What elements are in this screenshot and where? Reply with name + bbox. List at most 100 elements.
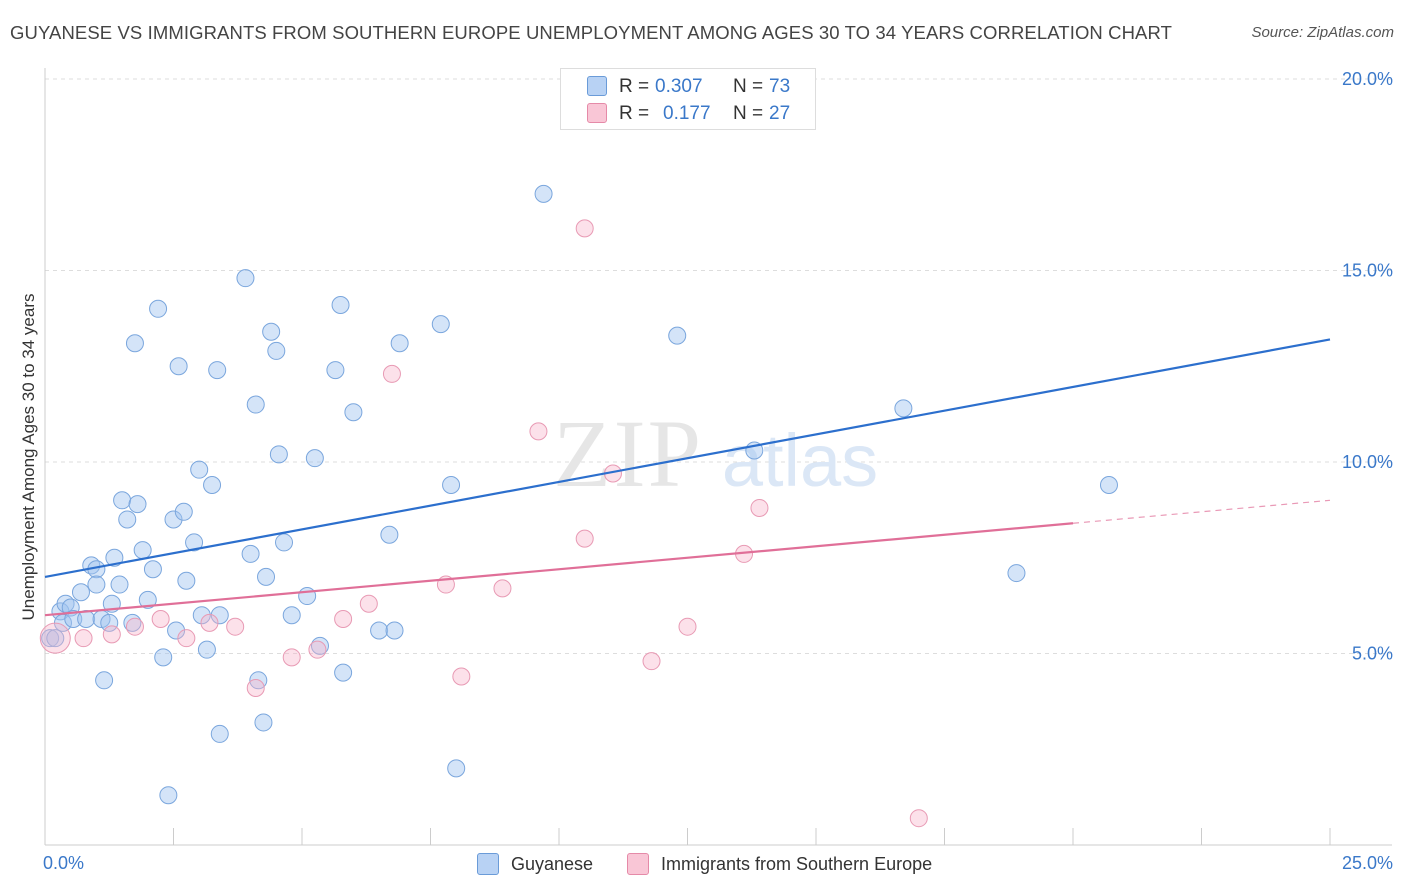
data-point-guyanese xyxy=(668,326,687,345)
data-point-southern-europe xyxy=(125,617,144,636)
data-point-southern-europe xyxy=(529,422,548,441)
data-point-guyanese xyxy=(262,322,281,341)
legend-n-label: N = xyxy=(733,76,764,97)
x-tick-label: 25.0% xyxy=(1342,853,1393,873)
data-point-guyanese xyxy=(185,533,204,552)
data-point-guyanese xyxy=(447,759,466,778)
data-point-southern-europe xyxy=(678,617,697,636)
y-tick-label: 5.0% xyxy=(1352,644,1393,664)
data-point-guyanese xyxy=(431,315,450,334)
data-point-guyanese xyxy=(190,460,209,479)
data-point-guyanese xyxy=(894,399,913,418)
chart-title: GUYANESE VS IMMIGRANTS FROM SOUTHERN EUR… xyxy=(10,22,1173,43)
data-point-guyanese xyxy=(174,502,193,521)
data-point-southern-europe xyxy=(493,579,512,598)
data-point-guyanese xyxy=(344,403,363,422)
data-point-guyanese xyxy=(236,269,255,288)
legend-r-value-guyanese: 0.307 xyxy=(655,76,703,97)
data-point-guyanese xyxy=(254,713,273,732)
data-point-southern-europe xyxy=(200,613,219,632)
data-point-guyanese xyxy=(331,295,350,314)
data-point-guyanese xyxy=(380,525,399,544)
data-point-guyanese xyxy=(197,640,216,659)
data-point-guyanese xyxy=(241,544,260,563)
data-point-guyanese xyxy=(133,541,152,560)
y-tick-label: 10.0% xyxy=(1342,452,1393,472)
data-point-guyanese xyxy=(246,395,265,414)
data-point-guyanese xyxy=(164,510,183,529)
trend-line-guyanese xyxy=(44,338,1331,578)
data-point-southern-europe xyxy=(74,629,93,648)
data-point-guyanese xyxy=(208,361,227,380)
data-point-guyanese xyxy=(305,449,324,468)
y-tick-label: 15.0% xyxy=(1342,261,1393,281)
legend-r-value-southern-europe: 0.177 xyxy=(663,103,711,124)
trend-line-southern-europe xyxy=(44,522,1074,617)
data-point-southern-europe xyxy=(177,629,196,648)
data-point-southern-europe xyxy=(246,678,265,697)
data-point-guyanese xyxy=(390,334,409,353)
data-point-guyanese xyxy=(442,475,461,494)
legend-swatch-guyanese xyxy=(587,76,607,96)
data-point-guyanese xyxy=(95,671,114,690)
data-point-guyanese xyxy=(269,445,288,464)
data-point-guyanese xyxy=(149,299,168,318)
watermark-atlas: atlas xyxy=(722,419,878,502)
data-point-southern-europe xyxy=(39,622,71,654)
gridlines xyxy=(45,78,1392,654)
legend-r-label: R = xyxy=(619,103,650,124)
data-point-guyanese xyxy=(210,606,229,625)
data-point-guyanese xyxy=(298,587,317,606)
data-point-guyanese xyxy=(105,548,124,567)
data-point-guyanese xyxy=(154,648,173,667)
data-point-guyanese xyxy=(125,334,144,353)
data-point-guyanese xyxy=(167,621,186,640)
data-point-guyanese xyxy=(267,341,286,360)
data-point-guyanese xyxy=(64,610,83,629)
data-point-guyanese xyxy=(385,621,404,640)
data-point-guyanese xyxy=(282,606,301,625)
bottom-legend-label-southern-europe: Immigrants from Southern Europe xyxy=(661,854,933,874)
watermark: ZIP atlas xyxy=(553,400,878,507)
data-point-guyanese xyxy=(534,184,553,203)
data-point-southern-europe xyxy=(909,809,928,828)
legend-n-value-guyanese: 73 xyxy=(769,76,791,97)
data-point-southern-europe xyxy=(282,648,301,667)
bottom-legend-label-guyanese: Guyanese xyxy=(511,854,594,874)
correlation-legend: R = 0.307 N = 73 R = 0.177 N = 27 xyxy=(560,68,816,130)
trend-lines xyxy=(44,338,1331,617)
legend-swatch-southern-europe xyxy=(587,103,607,123)
bottom-legend-swatch-southern-europe xyxy=(627,853,649,875)
data-point-southern-europe xyxy=(308,640,327,659)
data-point-southern-europe xyxy=(151,610,170,629)
data-point-guyanese xyxy=(1007,564,1026,583)
data-point-guyanese xyxy=(143,560,162,579)
data-point-guyanese xyxy=(275,533,294,552)
data-point-guyanese xyxy=(110,575,129,594)
series-southern-europe-points xyxy=(39,219,928,828)
data-point-guyanese xyxy=(71,583,90,602)
data-point-guyanese xyxy=(138,590,157,609)
data-point-guyanese xyxy=(118,510,137,529)
data-point-southern-europe xyxy=(750,498,769,517)
data-point-southern-europe xyxy=(382,364,401,383)
data-point-guyanese xyxy=(100,613,119,632)
series-guyanese-points xyxy=(41,184,1118,805)
data-point-guyanese xyxy=(203,475,222,494)
data-point-southern-europe xyxy=(575,529,594,548)
data-point-guyanese xyxy=(87,575,106,594)
legend-n-label: N = xyxy=(733,103,764,124)
source-credit: Source: ZipAtlas.com xyxy=(1251,24,1394,41)
trend-line-southern-europe-extrapolated xyxy=(1072,499,1331,524)
data-point-southern-europe xyxy=(226,617,245,636)
legend-n-value-southern-europe: 27 xyxy=(769,103,791,124)
data-point-southern-europe xyxy=(642,652,661,671)
data-point-guyanese xyxy=(46,629,65,648)
data-point-guyanese xyxy=(257,567,276,586)
x-tick-label: 0.0% xyxy=(43,853,84,873)
data-point-guyanese xyxy=(113,491,132,510)
data-point-southern-europe xyxy=(334,610,353,629)
data-point-southern-europe xyxy=(575,219,594,238)
data-point-guyanese xyxy=(177,571,196,590)
